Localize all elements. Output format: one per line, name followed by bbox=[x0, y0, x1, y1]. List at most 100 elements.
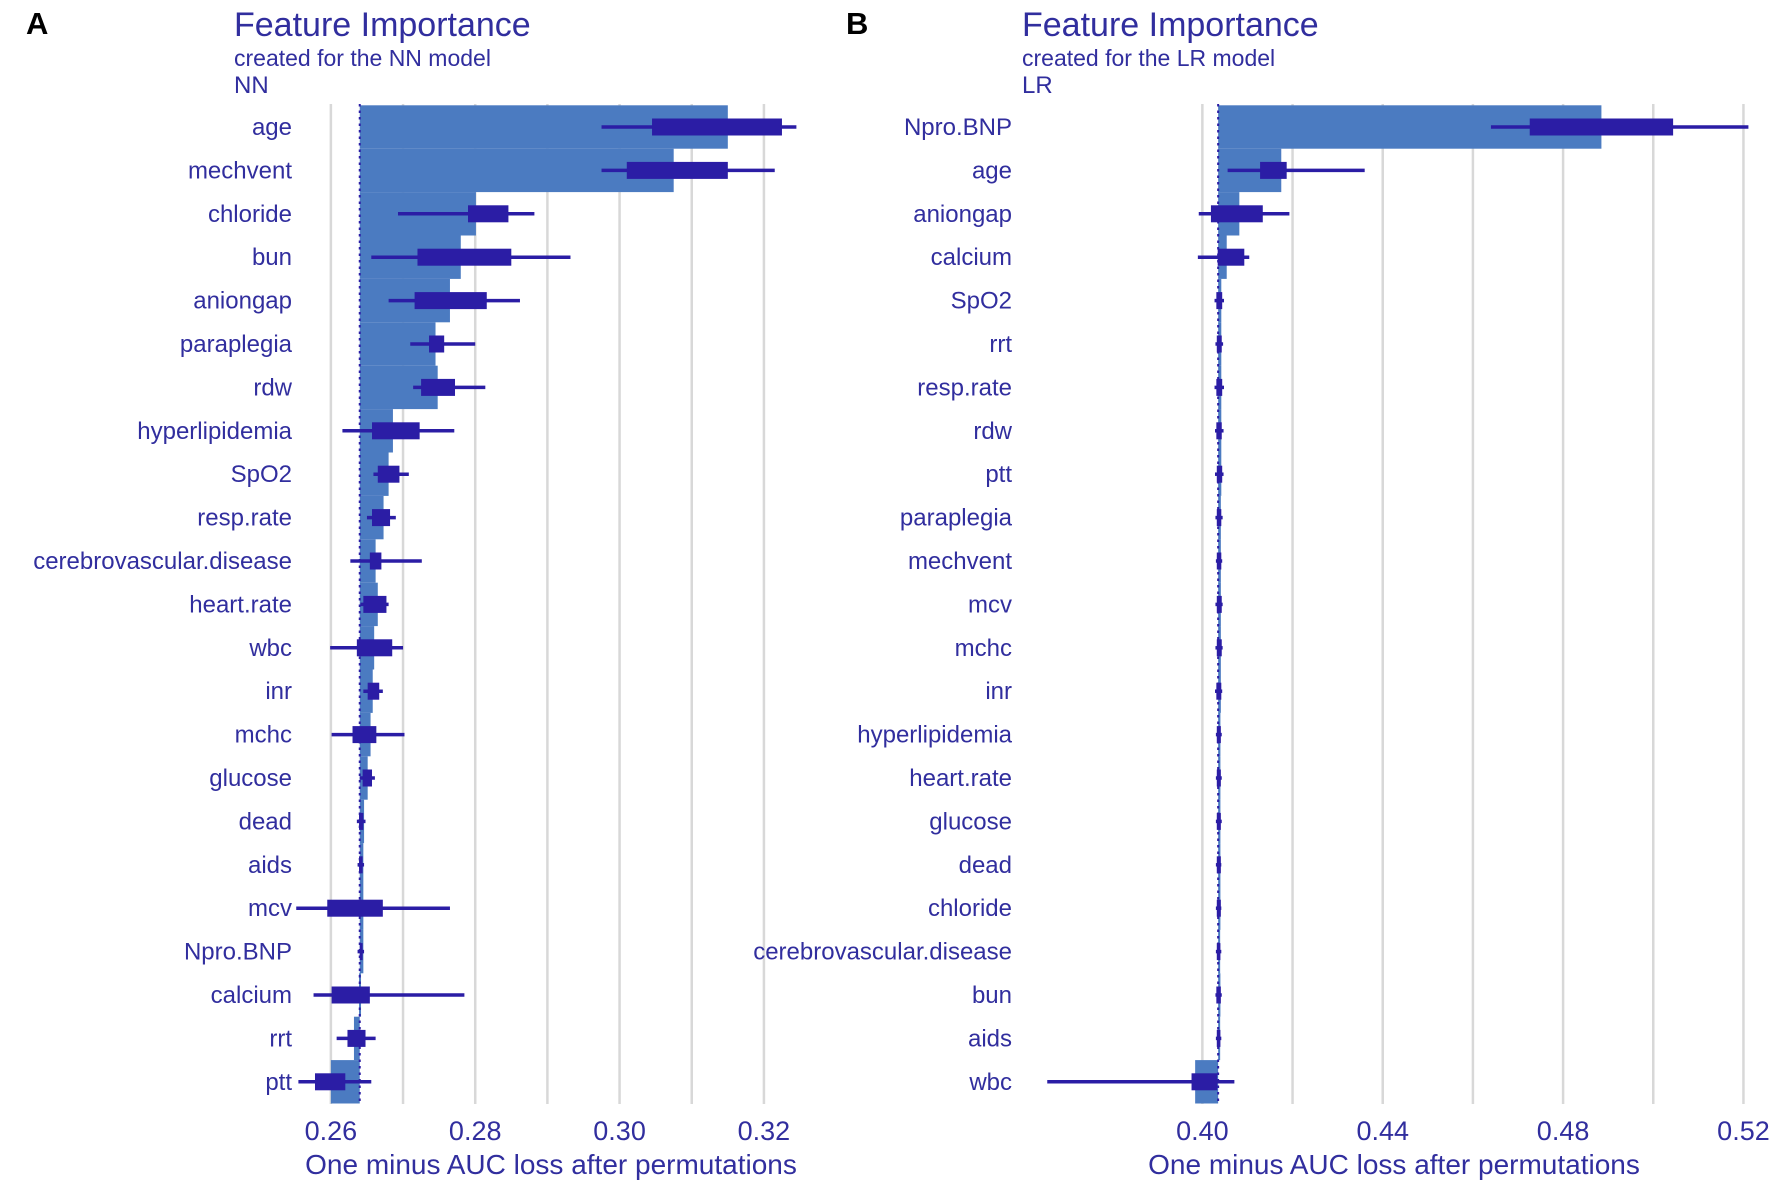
boxplot-box bbox=[1191, 1073, 1218, 1091]
panel-b-letter: B bbox=[846, 6, 869, 41]
boxplot-box bbox=[1217, 248, 1245, 266]
boxplot-box bbox=[1216, 986, 1221, 1004]
y-axis-feature-label: glucose bbox=[929, 808, 1012, 835]
y-axis-feature-label: hyperlipidemia bbox=[137, 418, 292, 445]
panel-b-subtitle: created for the LR model bbox=[1022, 45, 1276, 71]
boxplot-box bbox=[359, 856, 363, 874]
boxplot-box bbox=[1210, 205, 1263, 223]
y-axis-feature-label: mcv bbox=[968, 591, 1012, 618]
boxplot-box bbox=[1216, 465, 1223, 483]
y-axis-feature-label: paraplegia bbox=[180, 331, 293, 358]
boxplot-box bbox=[362, 769, 373, 787]
boxplot-box bbox=[356, 639, 393, 657]
y-axis-feature-label: Npro.BNP bbox=[184, 939, 292, 966]
boxplot-box bbox=[1216, 1029, 1221, 1047]
boxplot-box bbox=[1216, 769, 1221, 787]
y-axis-feature-label: resp.rate bbox=[917, 374, 1012, 401]
y-axis-feature-label: aids bbox=[968, 1025, 1012, 1052]
boxplot-box bbox=[417, 248, 512, 266]
y-axis-feature-label: ptt bbox=[265, 1069, 292, 1096]
y-axis-feature-label: inr bbox=[985, 678, 1012, 705]
y-axis-feature-label: bun bbox=[252, 244, 292, 271]
y-axis-feature-label: rrt bbox=[989, 331, 1012, 358]
boxplot-box bbox=[1216, 639, 1222, 657]
y-axis-feature-label: paraplegia bbox=[900, 505, 1013, 532]
y-axis-feature-label: mchc bbox=[955, 635, 1012, 662]
y-axis-feature-label: inr bbox=[265, 678, 292, 705]
y-axis-feature-label: rrt bbox=[269, 1025, 292, 1052]
boxplot-box bbox=[468, 205, 509, 223]
panel-a-facet-label: NN bbox=[234, 72, 269, 99]
x-tick-label: 0.26 bbox=[305, 1116, 358, 1146]
y-axis-feature-label: calcium bbox=[211, 982, 292, 1009]
y-axis-feature-label: dead bbox=[959, 852, 1012, 879]
y-axis-feature-label: SpO2 bbox=[951, 288, 1012, 315]
x-tick-label: 0.44 bbox=[1356, 1116, 1409, 1146]
boxplot-box bbox=[1216, 422, 1222, 440]
y-axis-feature-label: rdw bbox=[973, 418, 1012, 445]
y-axis-feature-label: bun bbox=[972, 982, 1012, 1009]
y-axis-feature-label: glucose bbox=[209, 765, 292, 792]
y-axis-feature-label: ptt bbox=[985, 461, 1012, 488]
boxplot-box bbox=[327, 899, 383, 917]
boxplot-box bbox=[372, 509, 391, 527]
y-axis-feature-label: resp.rate bbox=[197, 505, 292, 532]
panel-b-facet-label: LR bbox=[1022, 72, 1053, 99]
y-axis-feature-label: heart.rate bbox=[189, 591, 292, 618]
y-axis-feature-label: age bbox=[252, 114, 292, 141]
boxplot-box bbox=[1216, 726, 1221, 744]
panel-b-title: Feature Importance bbox=[1022, 6, 1319, 44]
y-axis-feature-label: cerebrovascular.disease bbox=[753, 939, 1012, 966]
boxplot-box bbox=[1216, 292, 1223, 310]
y-axis-feature-label: aniongap bbox=[913, 201, 1012, 228]
x-tick-label: 0.52 bbox=[1717, 1116, 1770, 1146]
boxplot-box bbox=[1216, 899, 1221, 917]
y-axis-feature-label: chloride bbox=[208, 201, 292, 228]
y-axis-feature-label: age bbox=[972, 157, 1012, 184]
y-axis-feature-label: mchc bbox=[235, 722, 292, 749]
panel-a-title: Feature Importance bbox=[234, 6, 531, 44]
y-axis-feature-label: hyperlipidemia bbox=[857, 722, 1012, 749]
x-tick-label: 0.48 bbox=[1537, 1116, 1590, 1146]
boxplot-box bbox=[1216, 509, 1222, 527]
boxplot-box bbox=[652, 118, 782, 136]
boxplot-box bbox=[1216, 943, 1221, 961]
y-axis-feature-label: cerebrovascular.disease bbox=[33, 548, 292, 575]
y-axis-feature-label: mechvent bbox=[188, 157, 292, 184]
panel-b-title-block: Feature Importance created for the LR mo… bbox=[1022, 8, 1319, 98]
x-axis-title: One minus AUC loss after permutations bbox=[1148, 1149, 1640, 1180]
boxplot-box bbox=[1216, 378, 1223, 396]
x-axis-title: One minus AUC loss after permutations bbox=[305, 1149, 797, 1180]
boxplot-box bbox=[1216, 335, 1222, 353]
x-tick-label: 0.30 bbox=[593, 1116, 646, 1146]
y-axis-feature-label: chloride bbox=[928, 895, 1012, 922]
y-axis-feature-label: Npro.BNP bbox=[904, 114, 1012, 141]
boxplot-box bbox=[314, 1073, 346, 1091]
boxplot-box bbox=[359, 943, 363, 961]
boxplot-box bbox=[626, 161, 728, 179]
y-axis-feature-label: aids bbox=[248, 852, 292, 879]
panel-a-title-block: Feature Importance created for the NN mo… bbox=[234, 8, 531, 98]
y-axis-feature-label: aniongap bbox=[193, 288, 292, 315]
panel-a-letter: A bbox=[26, 6, 49, 41]
boxplot-box bbox=[1216, 595, 1222, 613]
boxplot-box bbox=[1260, 161, 1287, 179]
y-axis-feature-label: heart.rate bbox=[909, 765, 1012, 792]
boxplot-box bbox=[359, 812, 364, 830]
boxplot-box bbox=[1216, 682, 1222, 700]
x-tick-label: 0.40 bbox=[1176, 1116, 1229, 1146]
boxplot-box bbox=[1216, 856, 1221, 874]
boxplot-box bbox=[1216, 552, 1222, 570]
boxplot-box bbox=[429, 335, 445, 353]
y-axis-feature-label: SpO2 bbox=[231, 461, 292, 488]
boxplot-box bbox=[372, 422, 420, 440]
boxplot-box bbox=[331, 986, 370, 1004]
x-tick-label: 0.28 bbox=[449, 1116, 502, 1146]
boxplot-box bbox=[421, 378, 456, 396]
y-axis-feature-label: rdw bbox=[253, 374, 292, 401]
boxplot-box bbox=[347, 1029, 366, 1047]
y-axis-feature-label: calcium bbox=[931, 244, 1012, 271]
x-tick-label: 0.32 bbox=[738, 1116, 791, 1146]
